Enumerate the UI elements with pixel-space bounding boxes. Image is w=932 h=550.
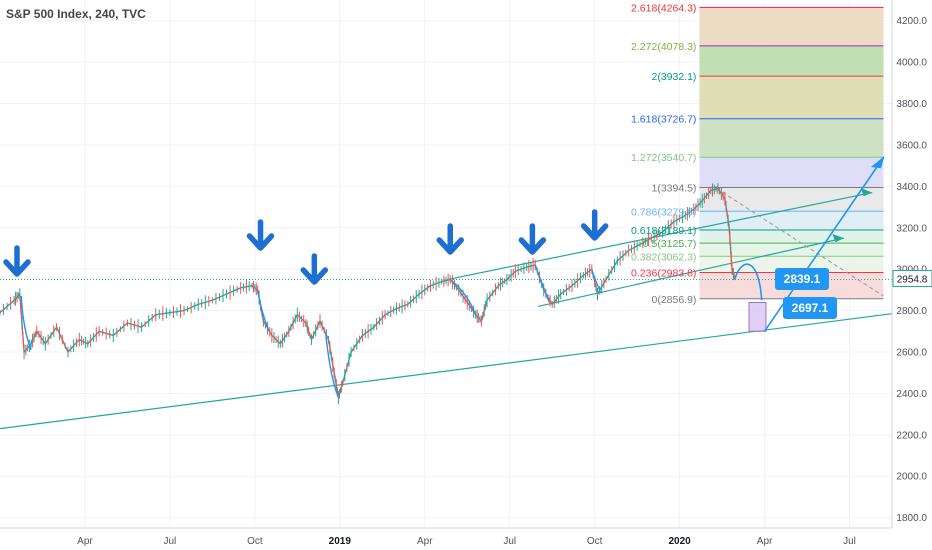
fib-level-label: 0.618(3189.1) (631, 225, 696, 237)
x-axis: Apr Jul Oct 2019 Apr Jul Oct 2020 Apr Jul (77, 536, 856, 547)
pattern-arc (324, 333, 340, 398)
y-tick-label: 2400.0 (896, 389, 927, 400)
pattern-arc (256, 289, 270, 332)
pattern-arc (452, 281, 477, 315)
price-callout: 2697.1 (783, 297, 837, 319)
x-axis-panel[interactable] (0, 528, 932, 550)
callouts[interactable]: 2839.1 2697.1 (775, 268, 837, 319)
fib-zone (699, 45, 884, 77)
support-trend-line (0, 313, 893, 430)
fib-level-label: 1(3394.5) (651, 182, 696, 194)
callout-label: 2697.1 (792, 301, 829, 315)
x-tick-label: 2020 (668, 536, 691, 547)
down-arrow-icon (518, 223, 547, 255)
y-tick-label: 4000.0 (896, 58, 927, 69)
grid (0, 0, 892, 528)
fib-level-label: 0.236(2983.8) (631, 268, 696, 280)
fib-zones[interactable] (699, 7, 884, 299)
x-tick-label: Oct (587, 536, 603, 547)
y-tick-label: 2600.0 (896, 348, 927, 359)
fib-level-label: 1.618(3726.7) (631, 114, 696, 126)
y-axis-panel[interactable] (892, 0, 932, 528)
fib-zone (699, 230, 884, 244)
y-tick-label: 2000.0 (896, 472, 927, 483)
fib-level-label: 2.272(4078.3) (631, 41, 696, 53)
x-tick-label: Apr (417, 536, 433, 547)
x-tick-label: Jul (843, 536, 856, 547)
callout-label: 2839.1 (784, 272, 821, 286)
y-tick-label: 2800.0 (896, 306, 927, 317)
channel-upper-arrowhead (860, 188, 873, 197)
y-tick-label: 3400.0 (896, 182, 927, 193)
chart-title: S&P 500 Index, 240, TVC (6, 7, 146, 21)
y-tick-label: 4200.0 (896, 16, 927, 27)
callout-badge (775, 268, 829, 290)
fib-zone (699, 7, 884, 46)
down-arrow-icon (246, 219, 275, 251)
projection-curve (734, 263, 763, 301)
down-arrow-icon (580, 209, 609, 241)
last-price-badge (892, 270, 932, 288)
projection-dashed-line (716, 188, 884, 297)
x-tick-label: Jul (503, 536, 516, 547)
fib-level-label: 0.382(3062.3) (631, 251, 696, 263)
channel-lower-arrowhead (832, 233, 844, 243)
down-arrow-icon (300, 253, 329, 285)
channel-lower-line (537, 237, 844, 308)
down-arrow-icon (436, 223, 464, 255)
last-price-label: 2954.8 (897, 275, 928, 286)
projection-box (748, 302, 767, 332)
pattern-arc (20, 296, 32, 351)
y-tick-label: 3200.0 (896, 223, 927, 234)
fib-zone (699, 76, 884, 119)
y-tick-label: 3600.0 (896, 140, 927, 151)
y-tick-label: 1800.0 (896, 513, 927, 524)
pattern-arc (591, 270, 601, 293)
fib-level-label: 0(2856.9) (651, 294, 696, 306)
callout-badge (783, 297, 837, 319)
fib-zone (699, 187, 884, 212)
fib-level-label: 1.272(3540.7) (631, 152, 696, 164)
y-tick-label: 3800.0 (896, 99, 927, 110)
price-callout: 2839.1 (775, 268, 829, 290)
x-tick-label: Apr (757, 536, 773, 547)
fib-level-label: 0.5(3125.7) (643, 238, 697, 250)
projection-arrowhead (870, 155, 885, 169)
price-series (0, 183, 736, 405)
fib-level-label: 2.618(4264.3) (631, 2, 696, 14)
x-tick-label: Jul (164, 536, 177, 547)
annotations[interactable] (20, 155, 885, 398)
x-tick-label: 2019 (329, 536, 352, 547)
fib-level-label: 0.786(3279.6) (631, 206, 696, 218)
pattern-arc (534, 264, 551, 303)
arrow-markers[interactable] (3, 209, 609, 285)
down-arrow-icon (3, 245, 31, 277)
last-price-tag: 2954.8 (892, 270, 932, 288)
fib-zone (699, 118, 884, 158)
x-tick-label: Apr (77, 536, 93, 547)
x-tick-label: Oct (247, 536, 263, 547)
fib-level-label: 2(3932.1) (651, 71, 696, 83)
fib-zone (699, 157, 884, 188)
y-tick-label: 2200.0 (896, 430, 927, 441)
fib-labels: 0(2856.9) 0.236(2983.8) 0.382(3062.3)0.5(3… (631, 2, 696, 305)
